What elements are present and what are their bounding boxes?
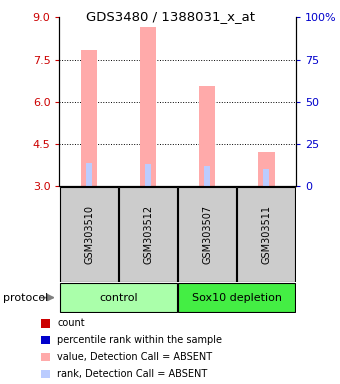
Bar bbox=[60, 187, 118, 282]
Text: count: count bbox=[57, 318, 85, 328]
Bar bbox=[86, 162, 92, 186]
Text: rank, Detection Call = ABSENT: rank, Detection Call = ABSENT bbox=[57, 369, 207, 379]
Bar bbox=[199, 86, 216, 186]
Bar bbox=[140, 27, 156, 186]
Bar bbox=[81, 50, 97, 186]
Bar bbox=[204, 166, 210, 186]
Text: GSM303511: GSM303511 bbox=[261, 205, 271, 264]
Bar bbox=[258, 152, 274, 186]
Bar bbox=[145, 164, 151, 186]
Text: GSM303507: GSM303507 bbox=[202, 205, 212, 264]
Text: control: control bbox=[99, 293, 138, 303]
Text: value, Detection Call = ABSENT: value, Detection Call = ABSENT bbox=[57, 352, 212, 362]
Bar bbox=[178, 283, 295, 312]
Bar bbox=[263, 169, 269, 186]
Bar bbox=[60, 283, 177, 312]
Bar bbox=[237, 187, 295, 282]
Text: GDS3480 / 1388031_x_at: GDS3480 / 1388031_x_at bbox=[85, 10, 255, 23]
Bar bbox=[178, 187, 236, 282]
Text: GSM303510: GSM303510 bbox=[84, 205, 94, 264]
Text: GSM303512: GSM303512 bbox=[143, 205, 153, 264]
Text: percentile rank within the sample: percentile rank within the sample bbox=[57, 335, 222, 345]
Bar bbox=[119, 187, 177, 282]
Text: Sox10 depletion: Sox10 depletion bbox=[192, 293, 282, 303]
Text: protocol: protocol bbox=[3, 293, 49, 303]
